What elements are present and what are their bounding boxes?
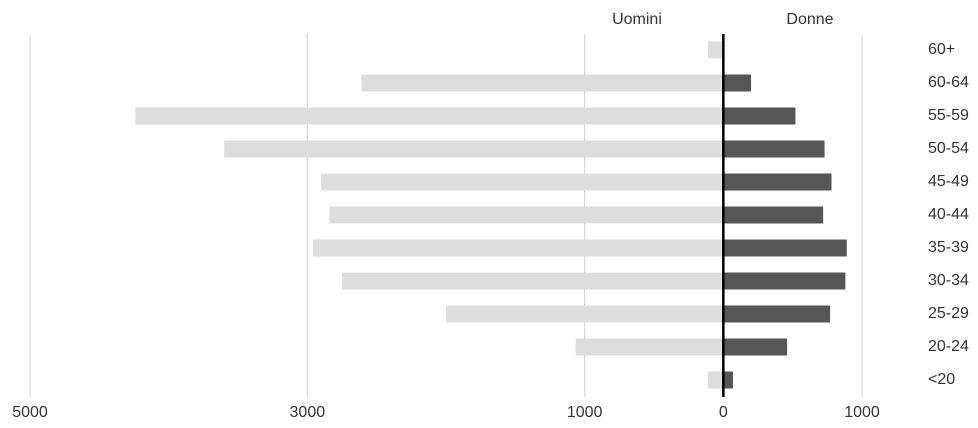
bar bbox=[361, 74, 724, 92]
category-label: <20 bbox=[928, 371, 955, 388]
x-tick-label: 3000 bbox=[290, 404, 326, 421]
bar bbox=[723, 305, 831, 323]
category-label: 25-29 bbox=[928, 305, 969, 322]
bar bbox=[723, 239, 847, 257]
category-label: 60-64 bbox=[928, 74, 969, 91]
category-label: 30-34 bbox=[928, 272, 969, 289]
category-label: 45-49 bbox=[928, 173, 969, 190]
bar bbox=[446, 305, 724, 323]
category-label: 35-39 bbox=[928, 239, 969, 256]
bar bbox=[723, 272, 846, 290]
bar bbox=[723, 107, 796, 125]
bar bbox=[575, 338, 724, 356]
bar bbox=[135, 107, 724, 125]
bar bbox=[224, 140, 724, 158]
category-label: 60+ bbox=[928, 41, 955, 58]
bar bbox=[342, 272, 724, 290]
bar bbox=[723, 206, 824, 224]
category-label: 55-59 bbox=[928, 107, 969, 124]
x-tick-label: 1000 bbox=[567, 404, 603, 421]
bar bbox=[723, 173, 832, 191]
x-tick-label: 0 bbox=[719, 404, 728, 421]
x-tick-label: 5000 bbox=[12, 404, 48, 421]
bar bbox=[723, 74, 752, 92]
bar bbox=[329, 206, 724, 224]
category-label: 50-54 bbox=[928, 140, 969, 157]
bar bbox=[321, 173, 724, 191]
category-label: 40-44 bbox=[928, 206, 969, 223]
category-label: 20-24 bbox=[928, 338, 969, 355]
bar bbox=[708, 41, 724, 59]
bar bbox=[723, 338, 788, 356]
series-label: Uomini bbox=[612, 11, 662, 28]
bar bbox=[708, 371, 724, 389]
x-tick-label: 1000 bbox=[844, 404, 880, 421]
bar bbox=[312, 239, 724, 257]
bar bbox=[723, 371, 734, 389]
series-label: Donne bbox=[786, 11, 833, 28]
bar bbox=[723, 140, 825, 158]
